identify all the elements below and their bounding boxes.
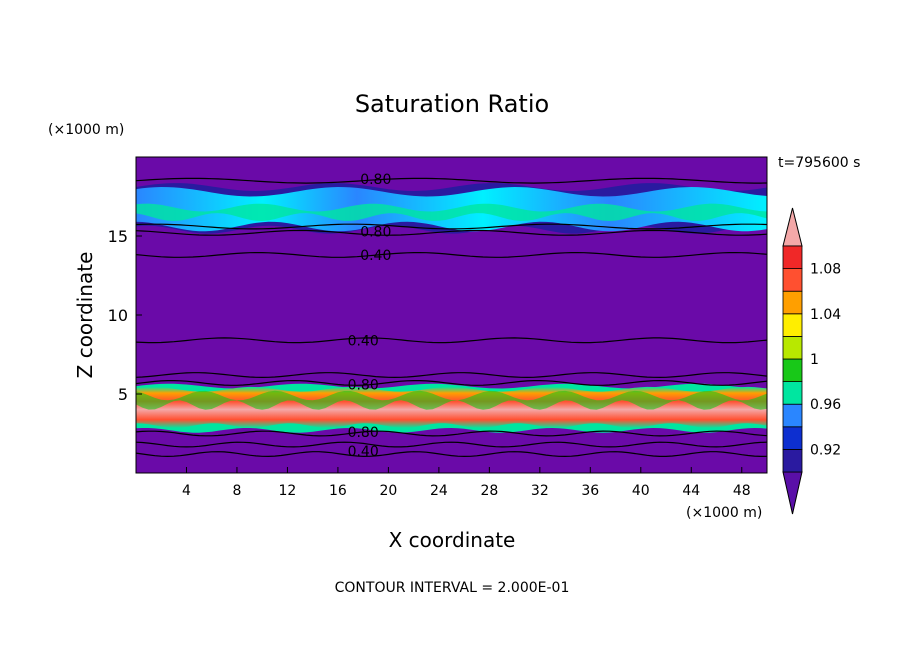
contour-label: 0.40 [348, 444, 379, 460]
colorbar-segment [782, 313, 803, 337]
contour-line [135, 252, 768, 258]
colorbar-segment [782, 290, 803, 315]
contour-label: 0.40 [348, 333, 379, 349]
colorbar: 0.92 0.96 1 1.04 1.08 [782, 207, 841, 515]
contour-label: 0.80 [360, 224, 391, 240]
time-label: t=795600 s [778, 155, 860, 171]
colorbar-segment [782, 335, 803, 360]
contour-label: 0.80 [360, 172, 391, 188]
x-tick-label: 4 [182, 483, 191, 499]
x-tick-label: 8 [232, 483, 241, 499]
chart-title: Saturation Ratio [355, 90, 549, 118]
colorbar-label: 1.04 [810, 307, 841, 323]
x-axis-label: X coordinate [389, 528, 516, 552]
lower-band-green [136, 390, 767, 410]
colorbar-segment [782, 381, 803, 405]
plot-area: 0.800.800.400.400.800.800.40 4 8 12 16 20 24 2… [108, 156, 768, 499]
x-tick-label: 32 [531, 483, 549, 499]
contour-lines [135, 177, 768, 458]
colorbar-segment [782, 245, 803, 270]
x-tick-label: 20 [379, 483, 397, 499]
contour-label: 0.80 [348, 425, 379, 441]
contour-line [135, 379, 768, 386]
contour-line [135, 223, 768, 230]
colorbar-segment [782, 268, 803, 292]
y-ticks: 5 10 15 [108, 227, 142, 404]
colorbar-label: 1.08 [810, 262, 841, 278]
x-ticks: 4 8 12 16 20 24 28 32 36 40 44 48 [182, 467, 751, 499]
x-tick-label: 36 [581, 483, 599, 499]
x-tick-label: 44 [682, 483, 700, 499]
upper-band-core [136, 203, 767, 221]
contour-label: 0.40 [360, 248, 391, 264]
contour-label: 0.80 [348, 378, 379, 394]
y-tick-label: 5 [118, 385, 128, 404]
x-tick-label: 12 [279, 483, 297, 499]
x-tick-label: 28 [480, 483, 498, 499]
colorbar-top-arrow [782, 207, 803, 247]
contour-line [135, 177, 768, 184]
x-tick-label: 40 [632, 483, 650, 499]
x-tick-label: 24 [430, 483, 448, 499]
colorbar-label: 0.92 [810, 442, 841, 458]
y-axis-label: Z coordinate [73, 252, 97, 379]
contour-line [135, 451, 768, 458]
x-tick-label: 48 [733, 483, 751, 499]
colorbar-segment [782, 403, 803, 428]
colorbar-segment [782, 358, 803, 383]
colorbar-label: 1 [810, 352, 819, 368]
contour-line [135, 430, 768, 437]
colorbar-label: 0.96 [810, 397, 841, 413]
contour-line [135, 441, 768, 448]
colorbar-segment [782, 448, 803, 473]
contour-labels: 0.80 0.80 0.40 0.40 0.80 0.80 0.40 [348, 172, 392, 460]
y-unit-label: (×1000 m) [48, 122, 124, 138]
contour-line [135, 229, 768, 236]
x-tick-label: 16 [329, 483, 347, 499]
y-tick-label: 15 [108, 227, 128, 246]
contour-line [135, 372, 768, 379]
colored-bands [136, 183, 767, 433]
colorbar-bottom-arrow [782, 471, 803, 515]
contour-interval-footer: CONTOUR INTERVAL = 2.000E-01 [335, 580, 570, 596]
contour-line [135, 337, 768, 344]
lower-band [136, 386, 767, 428]
x-unit-label: (×1000 m) [686, 505, 762, 521]
y-tick-label: 10 [108, 306, 128, 325]
colorbar-segment [782, 426, 803, 450]
